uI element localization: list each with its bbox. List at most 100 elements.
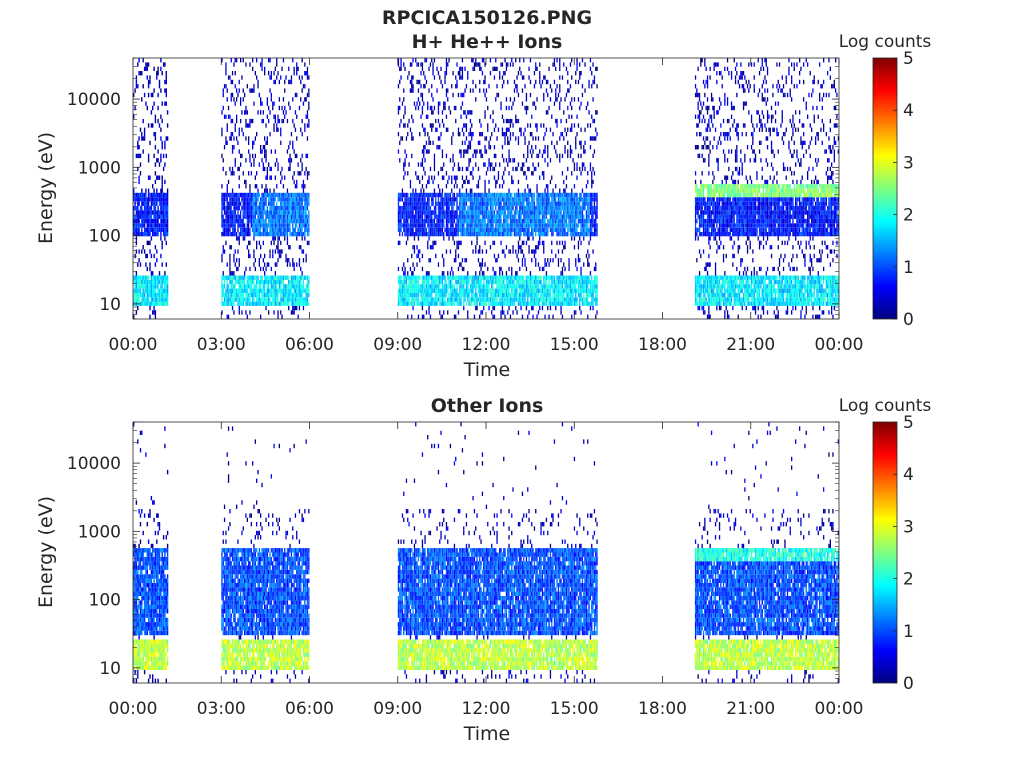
heatmap-cell [464,214,466,219]
heatmap-cell [296,62,298,67]
heatmap-cell [278,227,280,232]
heatmap-cell [160,88,162,93]
heatmap-cell [234,201,236,206]
heatmap-cell [528,275,530,280]
heatmap-cell [491,205,493,211]
heatmap-cell [495,201,497,206]
heatmap-cell [543,214,545,219]
heatmap-cell [233,253,235,259]
heatmap-cell [153,288,155,293]
heatmap-cell [415,205,417,211]
heatmap-cell [500,240,502,246]
heatmap-cell [297,192,299,198]
heatmap-cell [141,136,143,141]
heatmap-cell [511,288,513,293]
heatmap-cell [535,301,537,306]
heatmap-cell [135,279,138,285]
heatmap-cell [147,197,150,202]
heatmap-cell [465,284,468,289]
heatmap-cell [419,101,421,106]
heatmap-cell [493,175,496,180]
heatmap-cell [265,197,267,202]
heatmap-cell [445,114,448,119]
heatmap-cell [460,232,462,237]
heatmap-cell [280,214,282,219]
heatmap-cell [453,214,456,219]
heatmap-cell [293,192,295,198]
heatmap-cell [272,227,274,232]
heatmap-cell [445,92,448,98]
heatmap-cell [262,110,264,115]
heatmap-cell [545,110,548,115]
heatmap-cell [237,279,239,285]
heatmap-cell [504,284,506,289]
heatmap-cell [499,266,501,272]
heatmap-cell [460,92,462,98]
heatmap-cell [412,271,414,276]
heatmap-cell [489,192,492,198]
heatmap-cell [274,205,276,211]
heatmap-cell [443,262,445,267]
heatmap-cell [146,227,148,232]
heatmap-cell [134,214,136,219]
heatmap-cell [302,223,305,228]
heatmap-cell [421,192,424,198]
heatmap-cell [480,201,482,206]
heatmap-cell [137,153,139,159]
heatmap-cell [512,214,514,219]
heatmap-cell [483,218,485,224]
heatmap-cell [150,275,153,280]
heatmap-cell [153,66,155,71]
heatmap-cell [254,301,256,306]
heatmap-cell [286,288,289,293]
heatmap-cell [472,88,474,93]
heatmap-cell [439,301,441,306]
heatmap-cell [497,171,500,176]
heatmap-cell [246,279,248,285]
heatmap-cell [468,132,470,137]
heatmap-cell [409,201,412,206]
heatmap-cell [286,192,289,198]
heatmap-cell [517,297,520,302]
heatmap-cell [536,288,538,293]
heatmap-cell [158,201,161,206]
heatmap-cell [135,197,138,202]
heatmap-cell [409,218,412,224]
heatmap-cell [401,136,404,141]
heatmap-cell [405,292,408,298]
heatmap-cell [544,301,546,306]
heatmap-cell [164,179,166,185]
heatmap-cell [497,288,500,293]
heatmap-cell [285,210,287,215]
heatmap-cell [471,288,473,293]
heatmap-cell [485,292,488,298]
heatmap-cell [451,179,453,185]
heatmap-cell [296,236,298,241]
heatmap-cell [225,197,227,202]
heatmap-cell [242,171,244,176]
heatmap-cell [293,210,295,215]
heatmap-cell [499,279,501,285]
heatmap-cell [428,205,430,211]
heatmap-cell [160,158,162,163]
heatmap-cell [230,197,232,202]
heatmap-cell [439,275,441,280]
heatmap-cell [138,258,140,263]
heatmap-cell [244,110,246,115]
heatmap-cell [524,188,526,193]
heatmap-cell [545,232,548,237]
heatmap-cell [306,175,309,180]
heatmap-cell [528,66,530,71]
heatmap-cell [280,310,282,315]
heatmap-cell [491,201,493,206]
heatmap-cell [274,214,276,219]
heatmap-cell [222,218,224,224]
heatmap-cell [543,249,545,254]
heatmap-cell [253,101,255,106]
heatmap-cell [258,218,260,224]
heatmap-cell [277,162,279,167]
heatmap-cell [469,288,472,293]
heatmap-cell [460,197,462,202]
heatmap-cell [496,284,498,289]
heatmap-cell [496,92,498,98]
